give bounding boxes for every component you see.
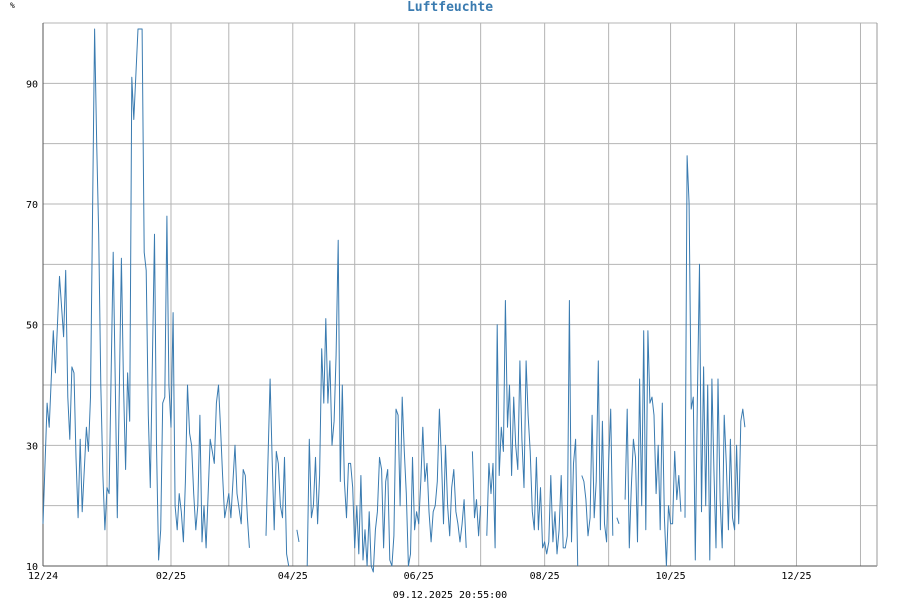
humidity-line-segment	[306, 239, 467, 573]
x-tick-label: 06/25	[404, 571, 434, 582]
series-lines	[42, 28, 746, 573]
humidity-line-segment	[616, 517, 620, 524]
humidity-line-segment	[624, 330, 682, 567]
chart-title: Luftfeuchte	[407, 0, 493, 15]
y-tick-label: 70	[26, 200, 38, 211]
x-tick-label: 10/25	[656, 571, 686, 582]
axes	[42, 23, 878, 567]
y-axis-unit: %	[10, 1, 15, 10]
humidity-line-segment	[296, 529, 300, 542]
y-tick-label: 50	[26, 321, 38, 332]
x-tick-label: 12/24	[28, 571, 58, 582]
y-tick-label: 10	[26, 562, 38, 573]
x-tick-label: 08/25	[530, 571, 560, 582]
y-tick-labels: 10 30 50 70 90	[26, 79, 38, 573]
x-tick-label: 04/25	[278, 571, 308, 582]
humidity-line-segment	[486, 300, 579, 567]
chart-timestamp: 09.12.2025 20:55:00	[393, 590, 507, 600]
x-tick-label: 12/25	[781, 571, 811, 582]
humidity-line-segment	[684, 155, 746, 561]
humidity-line-segment	[471, 451, 482, 537]
humidity-line-segment	[581, 360, 614, 543]
humidity-line-segment	[42, 28, 250, 561]
y-tick-label: 30	[26, 441, 38, 452]
x-tick-label: 02/25	[156, 571, 186, 582]
y-tick-label: 90	[26, 79, 38, 90]
humidity-line-segment	[265, 378, 290, 567]
x-tick-labels: 12/24 02/25 04/25 06/25 08/25 10/25 12/25	[28, 571, 812, 582]
